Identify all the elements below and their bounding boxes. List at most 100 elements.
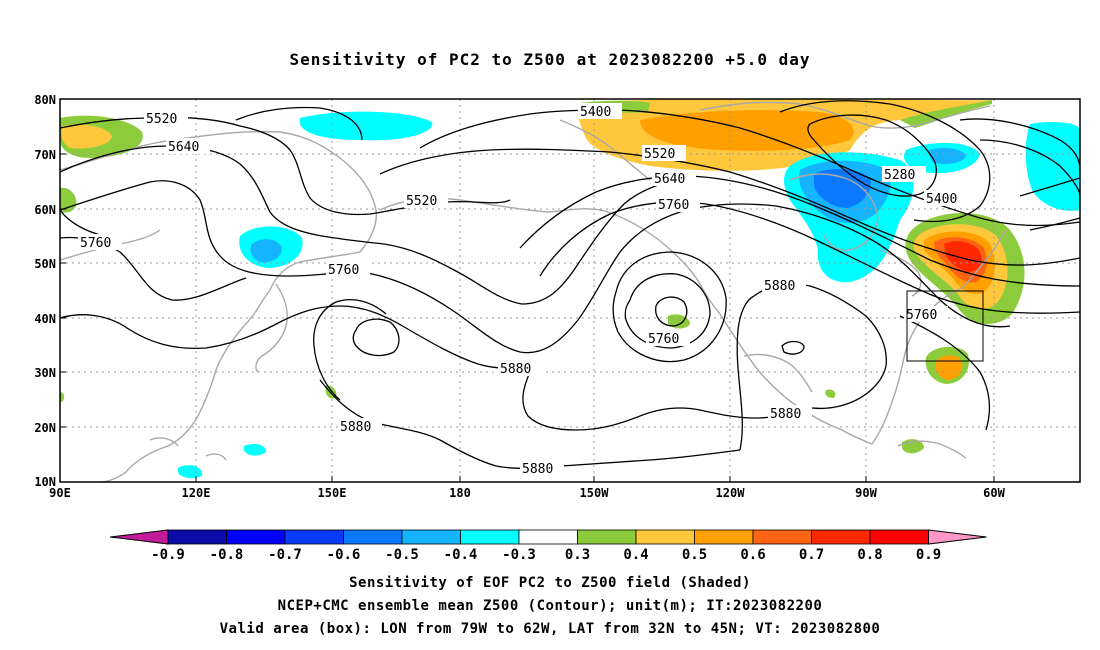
contour-label: 5640 [654,172,685,187]
contour-label: 5520 [644,147,675,162]
contour-far-east2 [1029,217,1080,231]
colorbar-tick-label: -0.5 [385,547,419,563]
contour-5400 [419,109,1080,227]
contour-far-east [1019,177,1080,197]
colorbar-swatch [518,529,578,545]
lon-label: 180 [449,486,471,500]
contour-label: 5280 [884,168,915,183]
tick-marks [60,98,995,483]
lon-label: 120E [182,486,211,500]
contour-east-lower [899,315,991,431]
lat-label: 10N [34,475,56,489]
contour-label: 5760 [328,263,359,278]
contour-small-high [781,340,805,355]
contour-ring-ne2 [979,139,1080,197]
shade-positive [60,392,65,402]
colorbar-swatch [694,529,754,545]
caption-line-3: Valid area (box): LON from 79W to 62W, L… [219,621,881,637]
colorbar-tick-label: 0.3 [565,547,590,563]
lat-label: 40N [34,312,56,326]
contour-labels: 5520 5640 5760 5520 5760 5400 5520 5640 … [78,103,968,477]
contour-west-loop [60,209,105,237]
contour-ring-ne [959,118,1080,171]
contour-label: 5880 [500,362,531,377]
contour-high-west [352,318,400,357]
contour-label: 5880 [764,279,795,294]
colorbar-tick-label: -0.9 [151,547,185,563]
caption-line-2: NCEP+CMC ensemble mean Z500 (Contour); u… [277,598,823,614]
colorbar-tick-label: 0.4 [623,547,648,563]
valid-area-box [906,290,984,362]
lat-label: 60N [34,203,56,217]
contour-label: 5760 [658,198,689,213]
contour-5640 [60,145,681,305]
contour-low-center [655,296,688,327]
shade-negative [244,444,266,456]
shade-positive [944,241,982,272]
colorbar-swatch [284,529,344,545]
contour-5520b [379,148,1080,266]
contour-5400b [779,100,991,223]
latitude-labels: 80N 70N 60N 50N 40N 30N 20N 10N [34,93,56,489]
map-gridlines [60,99,1080,482]
contour-label: 5640 [168,140,199,155]
lon-label: 120W [716,486,746,500]
colorbar-swatch [811,529,871,545]
colorbar-tick-label: -0.4 [444,547,478,563]
map-frame [59,98,1081,483]
colorbar-tick-label: -0.7 [268,547,302,563]
colorbar-upper-arrow [928,529,987,545]
longitude-labels: 90E 120E 150E 180 150W 120W 90W 60W [49,486,1005,500]
lon-label: 60W [983,486,1005,500]
lon-label: 150W [580,486,610,500]
contour-5760 [60,180,1011,354]
colorbar-lower-arrow [109,529,169,545]
lat-label: 50N [34,257,56,271]
colorbar-tick-label: -0.6 [327,547,361,563]
contour-5880b [313,299,387,401]
contour-label: 5400 [580,105,611,120]
contour-label: 5400 [926,192,957,207]
colorbar-tick-label: 0.9 [916,547,941,563]
colorbar-tick-label: 0.6 [740,547,765,563]
contour-5880 [60,305,531,373]
colorbar-tick-label: 0.8 [857,547,882,563]
shade-positive [900,100,992,128]
lat-label: 20N [34,421,56,435]
contour-label: 5880 [340,420,371,435]
contour-5880d [522,371,813,431]
chart-title: Sensitivity of PC2 to Z500 at 2023082200… [289,50,811,69]
contour-label: 5520 [406,194,437,209]
colorbar-swatch [167,529,227,545]
caption-line-1: Sensitivity of EOF PC2 to Z500 field (Sh… [349,575,751,591]
colorbar-swatch [401,529,461,545]
lat-label: 70N [34,148,56,162]
contour-label: 5880 [522,462,553,477]
contour-low-center2 [624,273,711,349]
colorbar-tick-label: -0.8 [210,547,244,563]
shade-positive [61,124,112,149]
contour-label: 5520 [146,112,177,127]
colorbar-swatch [343,529,403,545]
colorbar-swatch [577,529,637,545]
shade-negative [299,111,433,141]
contour-label: 5760 [648,332,679,347]
sensitivity-shading [60,99,1080,479]
shade-positive [825,389,836,398]
contour-5880e [753,283,887,410]
colorbar-swatch [869,529,929,545]
colorbar: -0.9 -0.8 -0.7 -0.6 -0.5 -0.4 -0.3 0.3 0.4 0.5 0.6… [109,529,987,563]
contour-label: 5880 [770,407,801,422]
contour-5640b [519,175,1080,287]
colorbar-swatch [226,529,286,545]
colorbar-tick-label: -0.3 [502,547,536,563]
colorbar-swatch [460,529,520,545]
lon-label: 150E [318,486,347,500]
lon-label: 90W [855,486,877,500]
lat-label: 30N [34,366,56,380]
contour-5880c [319,379,741,469]
colorbar-tick-label: 0.5 [682,547,707,563]
colorbar-swatch [752,529,812,545]
contour-label: 5760 [80,236,111,251]
